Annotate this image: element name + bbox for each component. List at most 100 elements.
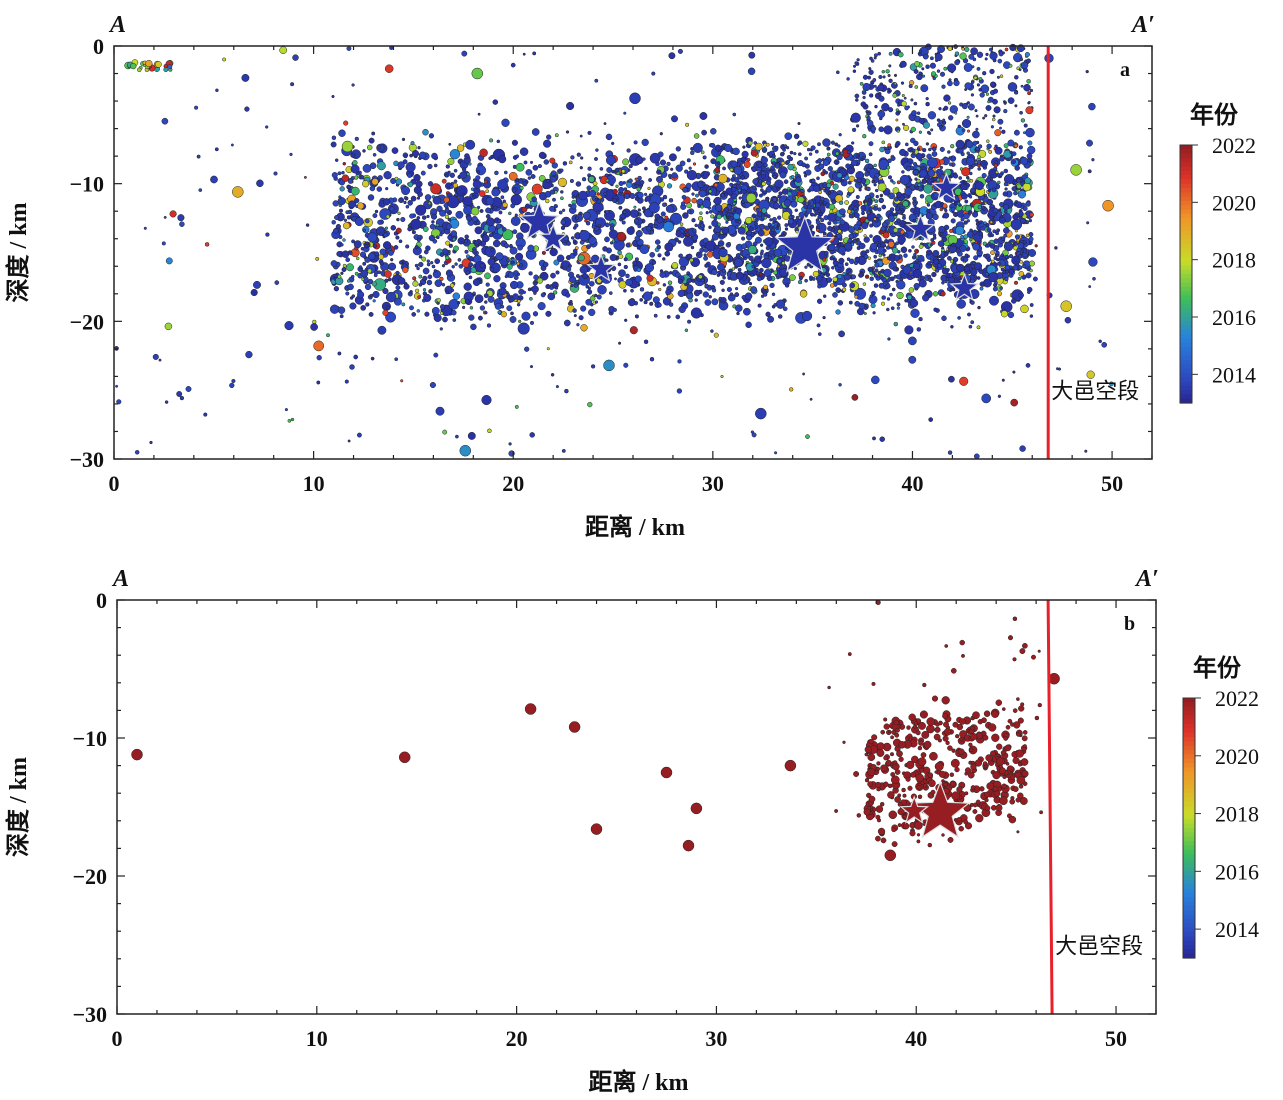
event-point <box>362 228 367 233</box>
event-point <box>738 196 742 200</box>
event-point <box>464 298 470 304</box>
event-point <box>773 270 778 275</box>
event-point <box>982 734 989 741</box>
event-point <box>958 176 963 180</box>
event-point <box>518 263 524 268</box>
event-point <box>837 273 843 279</box>
event-point <box>939 71 946 77</box>
event-point <box>394 357 399 362</box>
y-tick-label: 0 <box>96 588 107 613</box>
event-point <box>386 305 391 310</box>
event-point <box>368 137 375 144</box>
event-point <box>450 230 458 237</box>
event-point <box>1015 797 1021 803</box>
event-point <box>817 142 821 147</box>
event-point <box>743 307 751 316</box>
event-point <box>176 391 183 397</box>
event-point <box>443 202 449 208</box>
event-point <box>331 135 337 141</box>
event-point <box>615 184 619 188</box>
event-point <box>997 118 1004 125</box>
event-point <box>838 257 845 264</box>
event-point <box>746 158 751 162</box>
event-point <box>572 308 577 313</box>
event-point <box>1012 370 1016 374</box>
event-point <box>895 118 899 122</box>
event-point <box>372 213 378 219</box>
event-point <box>913 169 919 175</box>
event-point <box>410 141 415 146</box>
event-point <box>964 767 972 774</box>
panel-b-fault-label: 大邑空段 <box>1055 933 1143 958</box>
event-point <box>773 248 783 257</box>
event-point <box>765 311 771 317</box>
event-point <box>410 195 417 202</box>
event-point <box>713 216 718 221</box>
event-point <box>629 326 638 335</box>
event-point <box>832 257 837 262</box>
event-point <box>407 200 413 206</box>
event-point <box>256 179 264 188</box>
event-point <box>751 432 757 438</box>
event-point <box>468 162 472 166</box>
event-point <box>484 311 488 315</box>
event-point <box>720 374 724 379</box>
event-point <box>930 128 934 132</box>
event-point <box>822 315 826 320</box>
event-point <box>837 269 842 273</box>
event-point <box>812 184 821 193</box>
event-point <box>976 51 984 58</box>
event-point <box>737 226 746 235</box>
event-point <box>862 282 867 286</box>
event-point <box>994 129 1002 137</box>
event-point <box>913 721 919 726</box>
event-point <box>229 382 235 389</box>
event-point <box>501 226 507 232</box>
event-point <box>491 188 500 197</box>
event-point <box>1026 153 1033 159</box>
event-point <box>253 280 261 289</box>
event-point <box>405 161 416 173</box>
event-point <box>982 116 986 120</box>
event-point <box>729 167 734 172</box>
event-point <box>774 145 779 150</box>
event-point <box>388 262 397 271</box>
event-point <box>771 154 776 159</box>
event-point <box>999 156 1005 162</box>
event-point <box>827 166 833 172</box>
event-point <box>938 119 943 124</box>
event-point <box>771 292 776 297</box>
event-point <box>980 84 990 94</box>
event-point <box>512 229 518 235</box>
event-point <box>358 265 363 269</box>
event-point <box>1022 730 1028 735</box>
event-point <box>740 175 745 180</box>
event-point <box>343 222 351 230</box>
event-point <box>716 161 721 165</box>
event-point <box>985 92 990 96</box>
event-point <box>549 189 555 195</box>
event-point <box>489 232 494 238</box>
event-point <box>421 215 427 220</box>
event-point <box>936 177 941 182</box>
event-point <box>384 64 394 73</box>
event-point <box>873 84 877 88</box>
event-point <box>210 175 218 184</box>
event-point <box>761 207 768 214</box>
panel-a-profile-start-label: A <box>108 12 126 38</box>
event-point <box>417 191 423 197</box>
event-point <box>360 269 369 278</box>
event-point <box>851 127 857 133</box>
event-point <box>506 305 513 312</box>
event-point <box>863 234 867 238</box>
event-point <box>532 51 537 56</box>
event-point <box>874 199 879 204</box>
event-point <box>479 305 486 311</box>
event-point <box>989 220 993 224</box>
event-point <box>804 156 809 161</box>
event-point <box>656 175 663 183</box>
event-point <box>501 118 510 127</box>
event-point <box>517 299 521 304</box>
event-point <box>403 196 408 200</box>
event-point <box>959 718 966 725</box>
